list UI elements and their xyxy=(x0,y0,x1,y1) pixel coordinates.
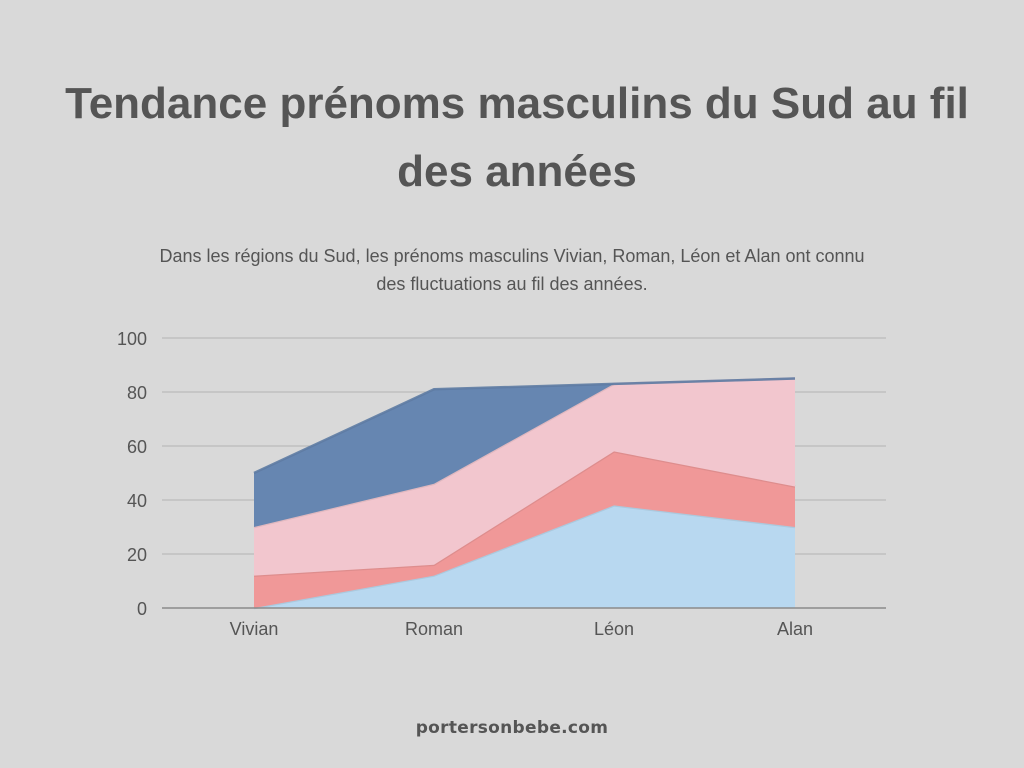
y-tick-label: 0 xyxy=(137,599,147,619)
chart-title: Tendance prénoms masculins du Sud au fil… xyxy=(65,79,969,196)
x-tick-label: Vivian xyxy=(230,619,279,639)
source-footer: portersonbebe.com xyxy=(415,718,609,738)
area-series-3 xyxy=(254,378,795,576)
y-tick-label: 20 xyxy=(127,545,147,565)
x-tick-label: Alan xyxy=(777,619,813,639)
area-series-edge-4 xyxy=(253,377,796,475)
y-tick-label: 80 xyxy=(127,383,147,403)
area-series-1 xyxy=(254,505,795,608)
area-series-edge-2 xyxy=(253,450,796,577)
area-series-4 xyxy=(254,378,795,527)
y-tick-label: 40 xyxy=(127,491,147,511)
chart-subtitle: Dans les régions du Sud, les prénoms mas… xyxy=(159,246,865,294)
x-tick-label: Roman xyxy=(405,619,463,639)
area-series-2 xyxy=(254,451,795,608)
x-tick-label: Léon xyxy=(594,619,634,639)
y-tick-label: 100 xyxy=(117,329,147,349)
y-tick-label: 60 xyxy=(127,437,147,457)
